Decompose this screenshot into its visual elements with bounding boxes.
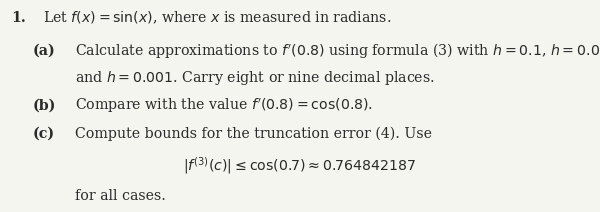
Text: 1.: 1. [11,11,26,25]
Text: (a): (a) [33,44,56,58]
Text: for all cases.: for all cases. [75,189,166,203]
Text: (c): (c) [33,127,55,141]
Text: Let $f(x) = \sin(x)$, where $x$ is measured in radians.: Let $f(x) = \sin(x)$, where $x$ is measu… [43,10,392,26]
Text: (b): (b) [33,99,56,113]
Text: Compare with the value $f'(0.8) = \cos(0.8)$.: Compare with the value $f'(0.8) = \cos(0… [75,97,373,115]
Text: $|f^{(3)}(c)| \leq \cos(0.7) \approx 0.764842187$: $|f^{(3)}(c)| \leq \cos(0.7) \approx 0.7… [183,155,417,176]
Text: and $h = 0.001$. Carry eight or nine decimal places.: and $h = 0.001$. Carry eight or nine dec… [75,70,435,87]
Text: Compute bounds for the truncation error (4). Use: Compute bounds for the truncation error … [75,126,432,141]
Text: Calculate approximations to $f'(0.8)$ using formula (3) with $h = 0.1$, $h = 0.0: Calculate approximations to $f'(0.8)$ us… [75,41,600,60]
